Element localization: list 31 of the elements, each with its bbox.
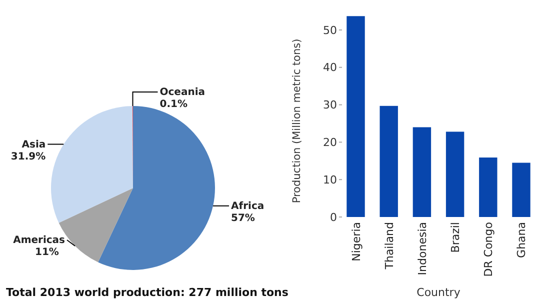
slice-label: Africa xyxy=(231,200,264,212)
text: Total 2013 world production: 277 million tons xyxy=(6,286,289,299)
data-label: 11% xyxy=(35,246,59,258)
x-axis-title: Country xyxy=(416,286,461,299)
y-tick-label: 0 xyxy=(330,210,337,224)
slice-label: Americas xyxy=(13,234,66,246)
data-label: 0.1% xyxy=(160,99,188,110)
x-tick-label: Nigeria xyxy=(350,222,363,262)
bar xyxy=(446,132,464,217)
pie-slice xyxy=(51,106,133,223)
y-tick-label: 50 xyxy=(323,24,337,37)
x-tick-label: Thailand xyxy=(382,222,396,270)
slice-label: Asia xyxy=(22,139,46,150)
slice-label: Oceania xyxy=(160,87,206,98)
bar xyxy=(380,106,398,217)
y-tick-label: 30 xyxy=(323,98,337,112)
data-label: 31.9% xyxy=(10,151,46,162)
y-tick-label: 10 xyxy=(323,173,337,186)
bar xyxy=(346,16,365,217)
pie-slice xyxy=(98,106,215,270)
x-tick-label: Ghana xyxy=(515,222,528,258)
data-label: 57% xyxy=(231,212,255,224)
y-tick-label: 20 xyxy=(323,136,337,150)
bar xyxy=(512,162,530,217)
y-axis-title: Production (Million metric tons) xyxy=(291,38,303,204)
bar xyxy=(479,158,498,217)
bar xyxy=(412,127,432,217)
x-tick-label: Indonesia xyxy=(416,222,429,276)
y-tick-label: 40 xyxy=(323,61,337,74)
x-tick-label: DR Congo xyxy=(482,222,496,277)
x-tick-label: Brazil xyxy=(449,222,462,253)
